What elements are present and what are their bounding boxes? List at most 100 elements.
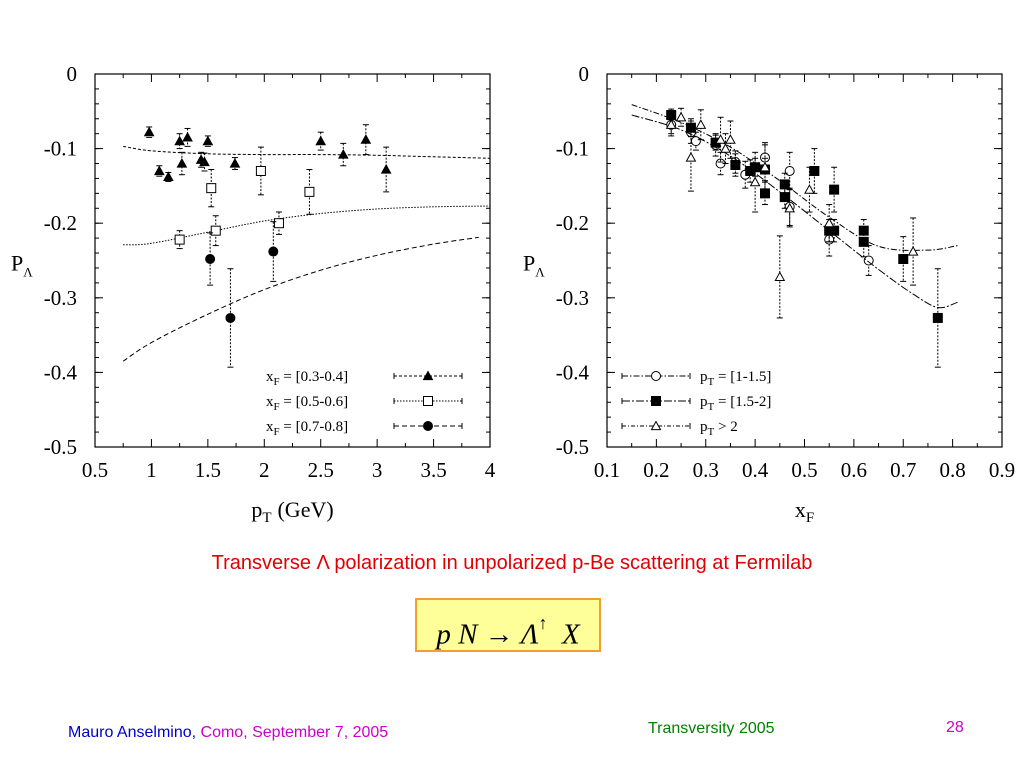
point-marker [829,184,840,195]
y-axis-label: PΛ [11,251,33,280]
data-point [823,204,835,243]
x-tick-label: 1.5 [195,458,221,482]
data-point [809,148,820,194]
data-point [784,189,796,228]
point-marker [202,135,214,146]
data-point [304,168,315,215]
series-2 [123,146,491,250]
point-marker [268,246,279,257]
legend-label-sub: F [274,376,280,388]
formula-arrow-sup: ↑ [538,613,548,633]
data-point [163,171,174,182]
footer-conference: Transversity 2005 [648,720,775,737]
data-point [210,215,221,247]
point-marker [210,225,221,236]
y-axis: 0 -0.1 -0.2 -0.3 -0.4 -0.5 [556,62,1002,459]
legend-label-rest: = [0.5-0.6] [280,394,348,410]
fit-curve [123,145,491,159]
y-tick-label: -0.1 [44,137,77,161]
data-point [337,142,349,167]
x-axis-label-main: p [251,497,262,522]
point-marker [809,165,820,176]
legend-marker [651,371,661,381]
point-marker [675,111,687,122]
data-point [199,152,210,172]
point-marker [774,271,786,282]
data-point [804,166,815,213]
y-tick-label: -0.3 [556,286,589,310]
legend-label-sub: T [708,401,715,413]
legend-label-rest: = [0.3-0.4] [280,369,348,385]
legend-label: pT = [1-1.5] [700,369,771,388]
data-point [229,157,241,170]
x-axis: 0.1 0.2 0.3 0.4 0.5 0.6 0.7 0.8 0.9 [594,74,1015,482]
x-tick-label: 2.5 [308,458,334,482]
right-chart: 0.1 0.2 0.3 0.4 0.5 0.6 0.7 0.8 0.9 0 -0.1 -0.2 -0.3… [523,62,1015,526]
x-tick-label: 1 [146,458,157,482]
fit-curve [631,104,958,251]
point-marker [176,157,188,168]
point-marker [730,160,741,171]
legend-entry-2: xF = [0.5-0.6] [266,394,463,413]
x-tick-label: 0.2 [643,458,669,482]
point-marker [690,136,701,147]
fit-curve [631,114,958,309]
plot-frame [94,73,491,448]
data-point [695,109,707,141]
data-point [225,268,236,368]
x-tick-label: 3.5 [420,458,446,482]
legend-label-main: p [700,394,708,410]
y-axis-label: PΛ [523,251,545,280]
legend-label-rest: > 2 [714,419,737,435]
legend-label-sub: F [274,426,280,438]
y-tick-label: -0.4 [44,360,78,384]
data-point [182,127,193,147]
data-point [174,230,185,250]
data-point [176,151,188,176]
y-axis: 0 -0.1 -0.2 -0.3 -0.4 -0.5 [44,62,490,459]
point-marker [858,236,869,247]
y-axis-label-sub: Λ [535,265,545,280]
data-point [720,133,731,165]
x-tick-label: 0.7 [890,458,916,482]
legend-marker [650,420,662,431]
y-tick-label: -0.2 [556,211,589,235]
point-marker [695,119,707,129]
y-tick-label: 0 [67,62,78,86]
data-point [760,181,770,206]
point-marker [225,312,236,323]
legend-marker [651,396,661,406]
legend-entry-3: pT > 2 [621,419,738,438]
y-tick-label: -0.5 [556,435,589,459]
data-point [206,168,217,208]
formula-rhs: X [561,618,580,651]
data-point [268,221,279,282]
x-tick-label: 0.1 [594,458,620,482]
x-axis-label-main: x [795,497,806,522]
point-marker [665,119,677,129]
point-marker [932,312,943,323]
x-tick-label: 0.3 [693,458,719,482]
series-2 [631,108,958,368]
series-3 [122,221,479,368]
x-axis: 0.5 1 1.5 2 2.5 3 3.5 4 [82,74,496,482]
y-tick-label: -0.2 [44,211,77,235]
y-axis-label-main: P [11,251,23,276]
data-point [255,146,266,196]
data-point [153,165,165,177]
legend-entry-3: xF = [0.7-0.8] [266,419,463,438]
data-point [907,217,919,286]
formula-lhs: p N → Λ [436,618,539,651]
point-marker [898,254,909,265]
footer-author-line: Mauro Anselmino, Como, September 7, 2005 [68,724,388,742]
left-chart: 0.5 1 1.5 2 2.5 3 3.5 4 0 -0.1 -0.2 -0.3 -0.4 -0.5 pT (… [11,62,496,526]
y-axis-label-main: P [523,251,535,276]
point-marker [760,188,770,199]
point-marker [206,183,217,194]
point-marker [360,134,372,144]
data-point [380,146,392,193]
point-marker [720,143,731,153]
x-tick-label: 0.4 [742,458,769,482]
point-marker [907,246,919,256]
y-axis-label-sub: Λ [23,265,33,280]
